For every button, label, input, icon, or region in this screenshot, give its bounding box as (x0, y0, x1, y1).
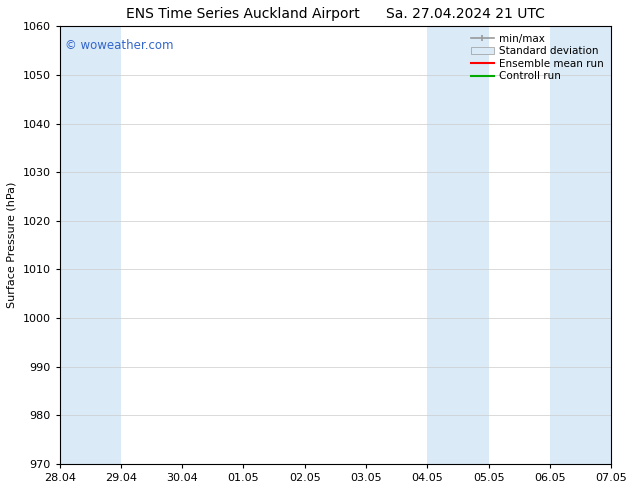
Y-axis label: Surface Pressure (hPa): Surface Pressure (hPa) (7, 182, 17, 308)
Bar (60, 26, 121, 464)
Legend: min/max, Standard deviation, Ensemble mean run, Controll run: min/max, Standard deviation, Ensemble me… (469, 31, 606, 83)
Bar (550, 26, 611, 464)
Text: © woweather.com: © woweather.com (65, 39, 174, 52)
Title: ENS Time Series Auckland Airport      Sa. 27.04.2024 21 UTC: ENS Time Series Auckland Airport Sa. 27.… (126, 7, 545, 21)
Bar (427, 26, 489, 464)
